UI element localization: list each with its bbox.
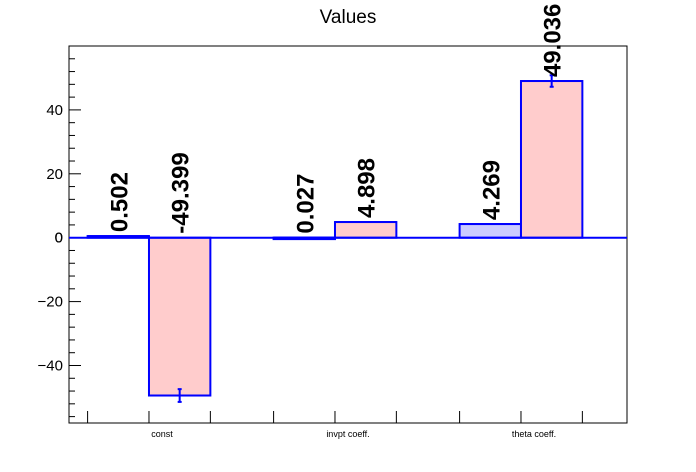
data-label: 4.898 [354,158,381,218]
data-label: 49.036 [540,4,567,77]
y-tick-label: −20 [38,294,63,311]
data-label: 4.269 [478,160,505,220]
x-category-label: theta coeff. [512,429,556,439]
y-tick-label: 0 [55,230,63,247]
chart-title: Values [320,7,377,28]
x-category-label: const [151,429,173,439]
y-tick-label: 40 [46,102,63,119]
bars [86,80,584,397]
error-bars [177,74,554,403]
x-category-label: invpt coeff. [326,429,369,439]
data-label: 0.027 [292,174,319,234]
data-labels: 0.502 0.027 4.269 -49.399 4.898 49.036 [106,4,566,234]
data-label: 0.502 [106,172,133,232]
bar [519,80,584,239]
data-label: -49.399 [168,152,195,233]
x-axis: const invpt coeff. theta coeff. [87,411,583,439]
plot-frame [68,45,628,424]
y-tick-label: 20 [46,166,63,183]
bar [458,223,522,239]
bar [333,221,398,239]
bar [147,236,212,397]
y-tick-label: −40 [38,357,63,374]
y-tick-label: 0 [55,230,63,247]
